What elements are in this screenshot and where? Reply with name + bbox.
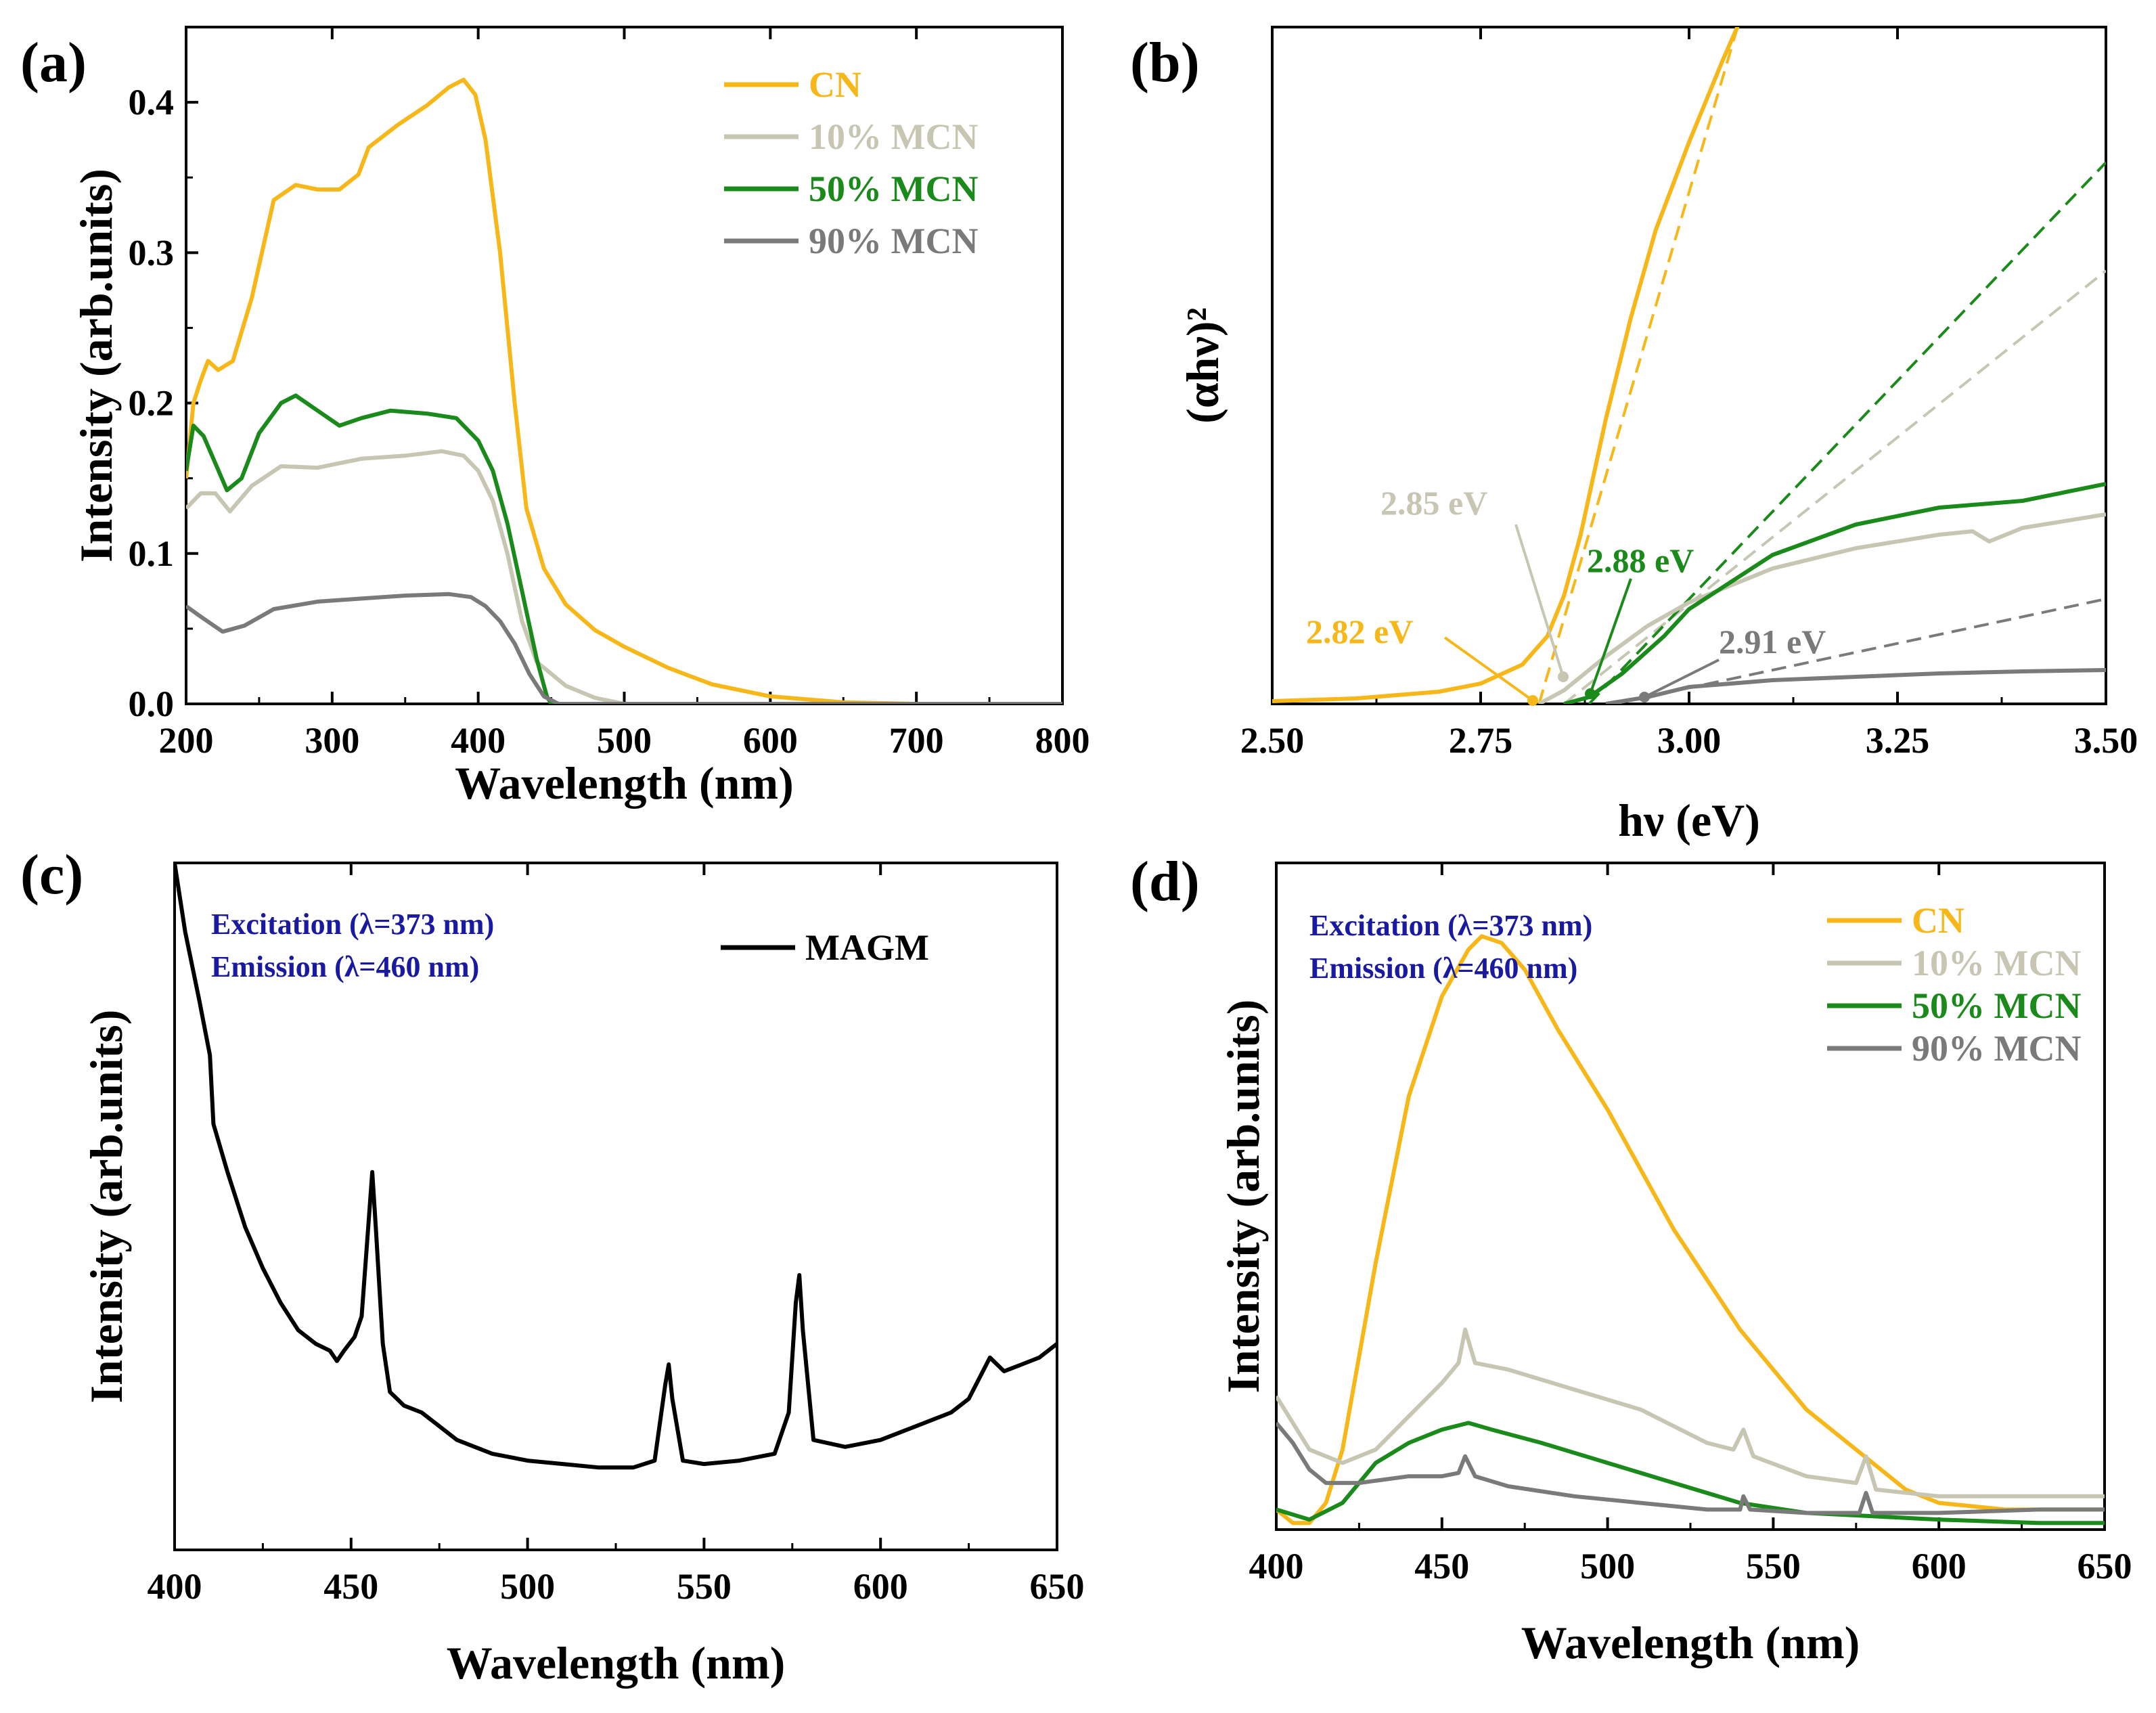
panel-label-b: (b) xyxy=(1130,31,1200,94)
y-tick-label-a: 0.0 xyxy=(129,684,175,724)
data-layer-b xyxy=(1272,27,2106,704)
emission-text: Emission (λ=460 nm) xyxy=(1309,952,1577,985)
y-axis-label-c: Intensity (arb.units) xyxy=(81,1010,132,1404)
legend-label: 50% MCN xyxy=(1912,985,2081,1026)
series-line xyxy=(1605,668,2106,704)
x-tick-label-c: 500 xyxy=(500,1566,555,1607)
series-line xyxy=(1537,512,2106,704)
series-line xyxy=(1272,27,1740,703)
x-tick-label-b: 2.75 xyxy=(1449,720,1513,761)
emission-text: Emission (λ=460 nm) xyxy=(211,950,479,983)
data-layer-c xyxy=(175,863,1057,1470)
legend-label: MAGM xyxy=(805,927,929,968)
x-tick-label-a: 500 xyxy=(597,720,652,761)
x-tick-label-a: 600 xyxy=(743,720,798,761)
x-tick-label-d: 400 xyxy=(1249,1546,1304,1586)
data-layer-a xyxy=(186,77,1062,704)
x-axis-label-c: Wavelength (nm) xyxy=(447,1637,786,1689)
annotation-arrowhead xyxy=(1639,692,1650,703)
x-tick-label-d: 600 xyxy=(1912,1546,1967,1586)
legend-label: 50% MCN xyxy=(809,169,978,209)
x-tick-label-b: 3.00 xyxy=(1657,720,1722,761)
y-axis-label-b: (αhν)² xyxy=(1177,307,1228,424)
annotation-arrow xyxy=(1514,524,1565,677)
series-line xyxy=(1276,1421,2105,1515)
panel-b: (b) 2.50 2.75 3.00 3.25 3.50 hν (eV) (αhν)² 2.85… xyxy=(1130,26,2138,846)
x-tick-label-a: 300 xyxy=(305,720,359,761)
tangent-line xyxy=(1588,161,2106,704)
x-tick-label-c: 600 xyxy=(853,1566,908,1607)
x-tick-label-b: 3.50 xyxy=(2074,720,2138,761)
x-tick-label-b: 3.25 xyxy=(1866,720,1930,761)
series-line xyxy=(1276,1327,2105,1498)
series-line xyxy=(1276,1421,2105,1526)
y-tick-label-a: 0.1 xyxy=(129,533,175,574)
panel-a: (a) 200 300 400 500 600 700 800 0.0 0.1 0.2 0.3 0.4 W… xyxy=(20,26,1090,809)
annotation-label: 2.82 eV xyxy=(1306,613,1413,650)
x-tick-label-d: 550 xyxy=(1746,1546,1801,1586)
y-axis-label-d: Intensity (arb.units) xyxy=(1217,1000,1269,1394)
x-tick-label-a: 700 xyxy=(889,720,944,761)
legend-label: 90% MCN xyxy=(1912,1028,2081,1069)
data-layer-d xyxy=(1276,934,2105,1526)
x-tick-label-d: 650 xyxy=(2078,1546,2132,1586)
excitation-text: Excitation (λ=373 nm) xyxy=(211,908,494,941)
annotation-arrow xyxy=(1443,636,1534,702)
legend-label: 10% MCN xyxy=(809,116,978,157)
x-axis-label-b: hν (eV) xyxy=(1618,795,1760,846)
x-tick-label-d: 450 xyxy=(1414,1546,1469,1586)
series-line xyxy=(186,592,1062,704)
y-tick-label-a: 0.4 xyxy=(129,82,175,123)
annotation-arrowhead xyxy=(1527,695,1538,706)
annotation-arrow xyxy=(1589,578,1632,694)
series-line xyxy=(186,77,1062,704)
y-tick-label-a: 0.2 xyxy=(129,383,175,424)
x-tick-label-a: 400 xyxy=(451,720,506,761)
legend-label: 10% MCN xyxy=(1912,943,2081,983)
annotation-arrow xyxy=(1644,659,1720,698)
legend-label: CN xyxy=(1912,900,1964,941)
x-tick-label-c: 450 xyxy=(323,1566,378,1607)
x-axis-label-d: Wavelength (nm) xyxy=(1521,1617,1860,1668)
y-axis-label-a: Intensity (arb.units) xyxy=(70,169,122,562)
x-tick-label-c: 400 xyxy=(148,1566,202,1607)
annotation-label: 2.91 eV xyxy=(1719,623,1826,661)
series-line xyxy=(1563,482,2106,704)
tangent-line xyxy=(1537,27,1739,704)
series-line xyxy=(175,863,1057,1470)
annotation-arrowhead xyxy=(1558,671,1569,682)
x-tick-label-b: 2.50 xyxy=(1240,720,1305,761)
series-line xyxy=(186,393,1062,704)
panel-c: (c) 400 450 500 550 600 650 Wavelength (nm) Inte… xyxy=(20,843,1085,1689)
y-tick-label-a: 0.3 xyxy=(129,232,175,273)
x-axis-label-a: Wavelength (nm) xyxy=(455,757,794,809)
legend-label: 90% MCN xyxy=(809,221,978,261)
annotation-arrowhead xyxy=(1585,688,1596,699)
panel-label-c: (c) xyxy=(20,843,83,906)
x-tick-label-c: 550 xyxy=(677,1566,732,1607)
x-tick-label-c: 650 xyxy=(1030,1566,1085,1607)
legend-label: CN xyxy=(809,64,861,105)
x-tick-label-a: 800 xyxy=(1035,720,1090,761)
annotation-label: 2.88 eV xyxy=(1587,541,1694,579)
panel-label-d: (d) xyxy=(1130,850,1200,913)
annotation-label: 2.85 eV xyxy=(1380,484,1487,522)
panel-label-a: (a) xyxy=(20,31,87,94)
x-tick-label-a: 200 xyxy=(159,720,214,761)
panel-d: (d) 400 450 500 550 600 650 Wavelength (nm) Inte… xyxy=(1130,850,2132,1668)
tangent-line xyxy=(1563,269,2106,704)
x-tick-label-d: 500 xyxy=(1580,1546,1635,1586)
excitation-text: Excitation (λ=373 nm) xyxy=(1309,909,1592,942)
series-line xyxy=(186,449,1062,704)
